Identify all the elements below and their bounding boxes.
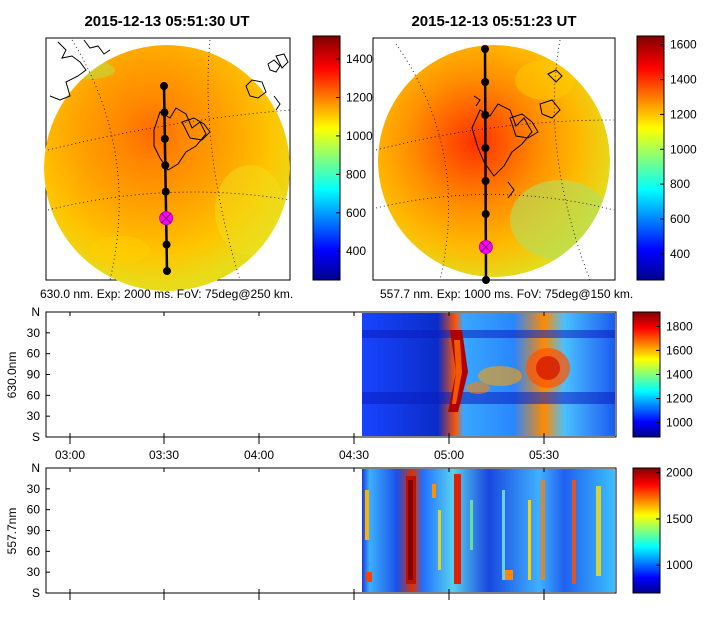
sky-title-630: 2015-12-13 05:51:30 UT	[84, 13, 249, 30]
sky-caption-630: 630.0 nm. Exp: 2000 ms. FoV: 75deg@250 k…	[40, 287, 293, 301]
keogram-557-ylabel: 557.7nm	[5, 508, 19, 555]
colorbar-557-sky-tick-label: 1600	[670, 38, 697, 52]
keogram-630-ytick-label: 30	[27, 409, 41, 423]
track-557-current-cross	[480, 241, 492, 253]
track-630-point	[160, 108, 169, 117]
colorbar-630-keogram-tick-label: 1000	[666, 416, 693, 430]
track-630-point	[162, 240, 171, 249]
colorbar-557-sky-tick-label: 600	[670, 212, 690, 226]
track-557-point	[481, 45, 489, 53]
keogram-630-xtick-label: 04:00	[244, 448, 274, 462]
keogram-557-data	[362, 469, 615, 592]
colorbar-557-sky-tick-label: 800	[670, 177, 690, 191]
track-630-current-cross	[160, 212, 172, 224]
track-630-line	[162, 85, 169, 272]
coastline-630	[49, 39, 289, 171]
keogram-630-ytick-label: 60	[27, 388, 41, 402]
colorbar-630-keogram: 1800 1600 1400 1200 1000	[632, 311, 693, 438]
keogram-630-data	[362, 313, 615, 436]
keogram-557-ytick-label: S	[32, 586, 40, 600]
colorbar-630-sky: 1400 1200 1000 800 600 400	[312, 35, 373, 281]
keogram-557: 557.7nm N 30 60 90 60 30 S	[5, 461, 617, 600]
keogram-630-xtick-label: 03:00	[55, 448, 85, 462]
colorbar-630-sky-tick-label: 600	[346, 206, 366, 220]
track-630-point	[161, 187, 170, 196]
colorbar-557-keogram-tick-label: 2000	[666, 466, 693, 480]
grid-lines-630	[47, 39, 291, 281]
colorbar-630-sky-bar	[312, 35, 341, 281]
track-557-point	[482, 276, 490, 284]
track-557-point	[481, 78, 490, 86]
keogram-630-xtick-label: 03:30	[149, 448, 179, 462]
colorbar-630-keogram-tick-label: 1800	[666, 319, 693, 333]
colorbar-557-sky-tick-label: 1000	[670, 142, 697, 156]
keogram-557-ytick-label: 60	[27, 544, 41, 558]
colorbar-557-keogram-tick-label: 1500	[666, 512, 693, 526]
colorbar-630-sky-tick-label: 1400	[346, 52, 373, 66]
sky-image-630: 2015-12-13 05:51:30 UT	[44, 13, 291, 291]
track-630-point	[163, 267, 171, 275]
colorbar-557-sky: 1600 1400 1200 1000 800 600 400	[636, 35, 697, 281]
keogram-557-ytick-label: 60	[27, 503, 41, 517]
keogram-557-ytick-label: 30	[27, 565, 41, 579]
coastline-557	[471, 69, 563, 199]
colorbar-630-sky-tick-label: 1200	[346, 90, 373, 104]
keogram-557-ytick-label: 30	[27, 482, 41, 496]
track-630-point	[160, 82, 168, 90]
track-557-point	[481, 210, 490, 218]
track-630-point	[161, 161, 170, 170]
colorbar-557-sky-tick-label: 400	[670, 247, 690, 261]
track-557-point	[481, 144, 490, 152]
colorbar-557-keogram-tick-label: 1000	[666, 558, 693, 572]
colorbar-557-sky-tick-label: 1200	[670, 107, 697, 121]
colorbar-557-sky-tick-label: 1400	[670, 73, 697, 87]
colorbar-557-sky-bar	[636, 35, 665, 281]
colorbar-630-sky-tick-label: 1000	[346, 129, 373, 143]
satellite-track-630	[159, 82, 174, 275]
track-630-point	[160, 134, 169, 143]
keogram-630-xtick-label: 05:30	[529, 448, 559, 462]
sky-title-557: 2015-12-13 05:51:23 UT	[411, 13, 576, 30]
keogram-630-ytick-label: 90	[27, 368, 41, 382]
satellite-track-557	[478, 45, 493, 284]
colorbar-630-keogram-bar	[632, 311, 661, 438]
colorbar-557-keogram: 2000 1500 1000	[632, 466, 693, 594]
colorbar-557-keogram-bar	[632, 467, 661, 594]
track-557-point	[481, 177, 490, 185]
keogram-630-xtick-label: 05:00	[434, 448, 464, 462]
keogram-630: 630.0nm N 30 60 90 60 30 S 03:00 03:30 04:00 04:3…	[5, 305, 617, 462]
colorbar-630-keogram-tick-label: 1200	[666, 392, 693, 406]
keogram-630-ytick-label: 30	[27, 326, 41, 340]
keogram-630-ytick-label: S	[32, 430, 40, 444]
colorbar-630-sky-tick-label: 400	[346, 244, 366, 258]
keogram-630-ytick-label: N	[31, 305, 40, 319]
sky-caption-557: 557.7 nm. Exp: 1000 ms. FoV: 75deg@150 k…	[380, 287, 633, 301]
keogram-557-ytick-label: 90	[27, 524, 41, 538]
keogram-630-ylabel: 630.0nm	[5, 352, 19, 399]
keogram-630-xtick-label: 04:30	[339, 448, 369, 462]
track-557-point	[481, 111, 490, 119]
colorbar-630-keogram-tick-label: 1600	[666, 343, 693, 357]
grid-lines-557	[375, 39, 615, 281]
keogram-630-ytick-label: 60	[27, 347, 41, 361]
sky-image-557: 2015-12-13 05:51:23 UT	[372, 13, 616, 284]
sky-emission-557	[378, 45, 610, 277]
colorbar-630-keogram-tick-label: 1400	[666, 368, 693, 382]
colorbar-630-sky-tick-label: 800	[346, 167, 366, 181]
keogram-557-ytick-label: N	[31, 461, 40, 475]
